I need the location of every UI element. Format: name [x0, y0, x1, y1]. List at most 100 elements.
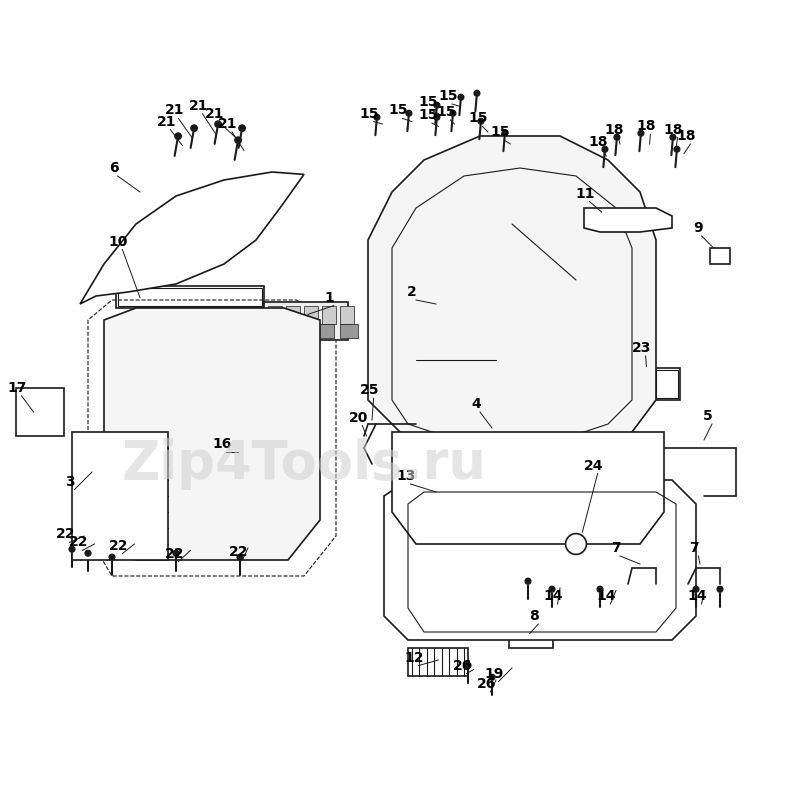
Text: 11: 11 — [576, 186, 595, 201]
Text: 14: 14 — [597, 589, 616, 603]
Text: 14: 14 — [544, 589, 563, 603]
Circle shape — [717, 586, 723, 592]
Bar — [292, 324, 310, 338]
Text: 21: 21 — [165, 103, 184, 118]
Circle shape — [434, 102, 440, 108]
Bar — [224, 408, 254, 480]
Bar — [408, 648, 468, 676]
Bar — [416, 248, 512, 320]
Circle shape — [614, 134, 620, 140]
Circle shape — [474, 90, 480, 96]
Text: 7: 7 — [690, 541, 699, 555]
Text: 13: 13 — [397, 469, 416, 483]
Text: 22: 22 — [109, 538, 128, 553]
Bar — [226, 410, 253, 478]
Bar — [268, 324, 286, 338]
Circle shape — [458, 94, 464, 100]
Text: 25: 25 — [360, 383, 379, 398]
Text: 12: 12 — [405, 650, 424, 665]
Text: 21: 21 — [157, 114, 176, 129]
Text: 15: 15 — [389, 103, 408, 118]
Text: 26: 26 — [453, 658, 472, 673]
Text: 8: 8 — [530, 609, 539, 623]
Bar — [116, 286, 264, 308]
Text: 21: 21 — [205, 106, 224, 121]
Circle shape — [502, 130, 508, 136]
Text: 15: 15 — [469, 111, 488, 126]
Circle shape — [478, 118, 484, 124]
Bar — [16, 388, 64, 436]
Circle shape — [465, 662, 471, 668]
Circle shape — [674, 146, 680, 152]
Text: 18: 18 — [664, 122, 683, 137]
Text: 9: 9 — [693, 221, 702, 235]
Circle shape — [109, 554, 115, 560]
Circle shape — [450, 110, 456, 116]
Bar — [340, 306, 354, 324]
Text: 24: 24 — [584, 458, 603, 473]
Circle shape — [670, 134, 676, 140]
Text: 18: 18 — [589, 135, 608, 150]
Text: 22: 22 — [165, 546, 184, 561]
Circle shape — [525, 578, 531, 584]
Text: 15: 15 — [438, 89, 458, 103]
Circle shape — [406, 110, 412, 116]
Circle shape — [638, 130, 644, 136]
Circle shape — [191, 125, 198, 131]
Circle shape — [597, 586, 603, 592]
Text: 5: 5 — [703, 409, 713, 423]
Text: 19: 19 — [485, 666, 504, 681]
Circle shape — [489, 674, 495, 680]
Circle shape — [602, 146, 608, 152]
Bar — [322, 306, 337, 324]
Polygon shape — [392, 432, 664, 544]
Text: 18: 18 — [637, 119, 656, 134]
Polygon shape — [80, 172, 304, 304]
Text: 2: 2 — [407, 285, 417, 299]
Text: 15: 15 — [490, 125, 510, 139]
Polygon shape — [584, 208, 672, 232]
Text: 15: 15 — [437, 105, 456, 119]
Polygon shape — [104, 308, 320, 560]
Text: 14: 14 — [688, 589, 707, 603]
Bar — [118, 288, 262, 306]
Bar — [656, 370, 678, 398]
Polygon shape — [384, 480, 696, 640]
Circle shape — [215, 121, 222, 127]
Bar — [710, 248, 730, 264]
Bar — [628, 368, 680, 400]
Text: 20: 20 — [349, 410, 368, 425]
Text: 22: 22 — [69, 535, 88, 550]
Text: 21: 21 — [218, 117, 238, 131]
Circle shape — [434, 114, 440, 120]
Bar — [509, 634, 553, 648]
Circle shape — [693, 586, 699, 592]
Text: 15: 15 — [360, 106, 379, 121]
Circle shape — [374, 114, 380, 120]
Text: 22: 22 — [56, 527, 75, 542]
Circle shape — [175, 133, 182, 139]
Text: 22: 22 — [229, 545, 248, 559]
Circle shape — [549, 586, 555, 592]
Text: 18: 18 — [605, 122, 624, 137]
Circle shape — [566, 534, 586, 554]
Text: 16: 16 — [213, 437, 232, 451]
Circle shape — [237, 554, 243, 560]
Text: 23: 23 — [632, 341, 651, 355]
Bar — [268, 306, 282, 324]
Text: 3: 3 — [66, 474, 75, 489]
Bar — [631, 370, 653, 398]
Text: 4: 4 — [471, 397, 481, 411]
Circle shape — [85, 550, 91, 556]
Text: 26: 26 — [477, 677, 496, 691]
Text: 7: 7 — [611, 541, 621, 555]
Bar — [340, 324, 358, 338]
Circle shape — [69, 546, 75, 552]
Text: 21: 21 — [189, 98, 208, 113]
Circle shape — [239, 125, 246, 131]
Polygon shape — [368, 136, 656, 456]
Text: 18: 18 — [677, 129, 696, 143]
Text: Zip4Tools.ru: Zip4Tools.ru — [122, 438, 486, 490]
Bar — [316, 324, 334, 338]
Text: 15: 15 — [418, 108, 438, 122]
